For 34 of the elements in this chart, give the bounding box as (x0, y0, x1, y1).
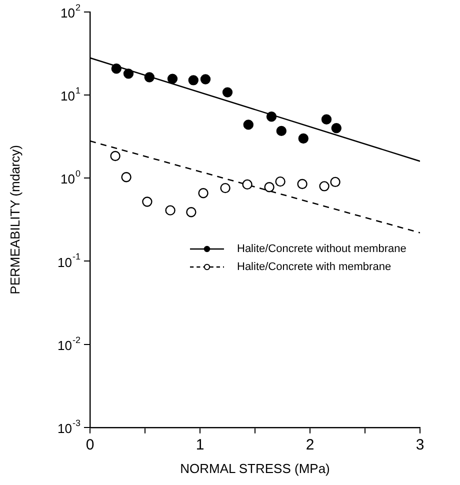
point (264, 182, 274, 192)
point (275, 176, 286, 187)
point (200, 74, 211, 84)
point (121, 172, 132, 182)
point (167, 74, 178, 84)
x-tick-label: 0 (86, 436, 94, 454)
x-tick-label: 1 (196, 436, 204, 454)
point (110, 150, 120, 162)
point (188, 75, 198, 86)
point (242, 179, 252, 190)
point (276, 126, 286, 136)
point (321, 114, 332, 124)
legend-label: Halite/Concrete with membrane (237, 261, 392, 274)
x-tick-label: 3 (416, 436, 424, 454)
point (198, 188, 208, 198)
point (331, 123, 342, 134)
point (186, 207, 196, 218)
point (144, 72, 154, 82)
point (111, 64, 122, 74)
point (298, 133, 308, 144)
point (330, 176, 340, 188)
x-tick-label: 2 (306, 436, 314, 454)
y-axis-title: PERMEABILITY (mdarcy) (7, 145, 22, 294)
legend-label: Halite/Concrete without membrane (237, 243, 406, 256)
point (297, 178, 308, 190)
point (123, 68, 134, 79)
point (222, 87, 233, 98)
point (220, 182, 230, 194)
point (266, 112, 277, 122)
point (243, 120, 254, 130)
point (165, 205, 176, 216)
point (319, 181, 330, 192)
x-axis-title: NORMAL STRESS (MPa) (180, 460, 330, 476)
point (142, 196, 152, 207)
